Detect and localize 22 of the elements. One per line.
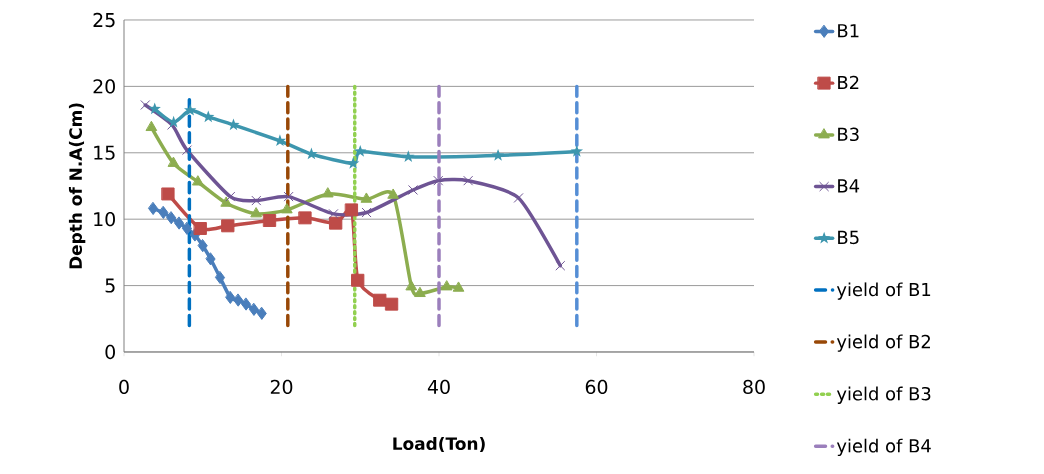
legend-label: yield of B2 [836,334,930,352]
x-tick-label: 60 [585,379,608,395]
y-tick-label: 0 [105,344,115,360]
y-axis-title: Depth of N.A(Cm) [68,103,86,269]
y-tick-label: 25 [93,12,115,28]
legend-label: yield of B4 [836,438,931,457]
x-tick-label: 80 [743,379,765,395]
y-tick-label: 15 [94,145,115,160]
y-tick-label: 10 [94,212,115,227]
y-tick-label: 5 [105,278,115,293]
x-tick-label: 40 [427,379,450,395]
legend-label: B4 [838,179,860,193]
x-tick-label: 0 [119,379,129,395]
legend-label: yield of B1 [836,282,931,300]
y-tick-label: 20 [93,79,115,94]
legend-label: B1 [838,24,859,38]
legend-label: B5 [838,230,859,245]
x-axis-title: Load(Ton) [393,436,485,453]
legend-label: B3 [838,127,859,142]
legend-label: B2 [838,75,859,90]
x-tick-label: 20 [270,379,293,395]
legend-label: yield of B3 [836,386,931,404]
